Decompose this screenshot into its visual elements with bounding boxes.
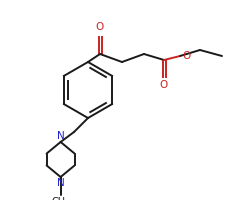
Text: O: O xyxy=(96,22,104,32)
Text: N: N xyxy=(57,178,65,188)
Text: N: N xyxy=(57,131,65,141)
Text: O: O xyxy=(182,51,190,61)
Text: CH₃: CH₃ xyxy=(52,197,70,200)
Text: O: O xyxy=(160,80,168,90)
